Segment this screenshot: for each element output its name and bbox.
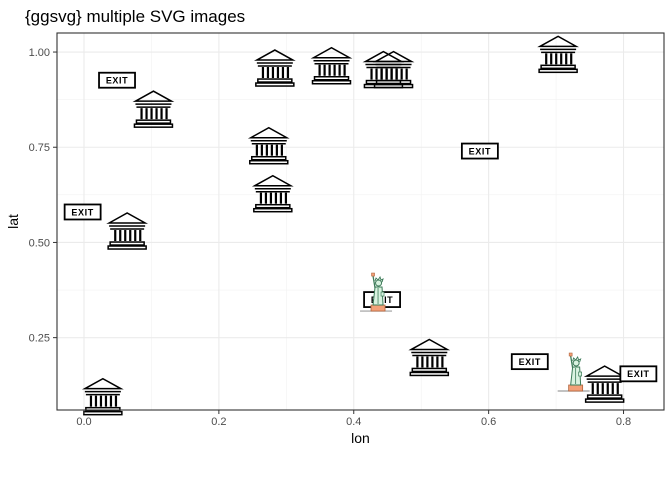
- exit-sign-label: EXIT: [627, 369, 649, 379]
- x-tick-label: 0.6: [481, 416, 496, 428]
- exit-sign-icon: EXIT: [619, 365, 658, 383]
- museum-icon: [81, 377, 124, 416]
- museum-icon: [132, 90, 175, 128]
- y-axis-label: lat: [5, 214, 21, 229]
- chart-title: {ggsvg} multiple SVG images: [25, 7, 245, 26]
- axes: 0.0 0.2 0.4 0.6 0.8 0.25 0.50 0.75 1.00: [29, 47, 632, 428]
- exit-sign-label: EXIT: [519, 357, 541, 367]
- exit-sign-icon: EXIT: [460, 142, 499, 160]
- x-tick-label: 0.8: [616, 416, 631, 428]
- x-tick-label: 0.0: [76, 416, 91, 428]
- gridlines: [57, 33, 664, 410]
- museum-icon: [251, 174, 294, 213]
- y-tick-label: 0.25: [29, 333, 50, 345]
- y-tick-label: 0.75: [29, 142, 50, 154]
- museum-icon: [253, 49, 296, 87]
- museum-icon: [310, 46, 353, 85]
- exit-sign-label: EXIT: [71, 207, 93, 217]
- panel-border: [56, 32, 665, 411]
- statue-of-liberty-icon: [360, 272, 393, 312]
- panel-background: [57, 33, 664, 410]
- statue-of-liberty-icon: [557, 352, 590, 392]
- museum-icon: [408, 338, 451, 377]
- exit-sign-icon: EXIT: [510, 353, 549, 371]
- x-tick-label: 0.2: [211, 416, 226, 428]
- exit-sign-icon: EXIT: [98, 71, 136, 89]
- museum-icon: [372, 50, 415, 89]
- y-tick-label: 0.50: [29, 237, 50, 249]
- exit-sign-label: EXIT: [106, 76, 128, 86]
- museum-icon: [583, 365, 626, 403]
- exit-sign-label: EXIT: [469, 146, 491, 156]
- museum-icon: [106, 212, 149, 250]
- data-marks: EXITEXITEXITEXITEXITEXIT: [63, 35, 658, 416]
- museum-icon: [537, 35, 580, 74]
- x-tick-label: 0.4: [346, 416, 361, 428]
- museum-icon: [247, 126, 290, 165]
- x-axis-label: lon: [351, 430, 370, 446]
- exit-sign-icon: EXIT: [63, 203, 102, 221]
- y-tick-label: 1.00: [29, 47, 50, 59]
